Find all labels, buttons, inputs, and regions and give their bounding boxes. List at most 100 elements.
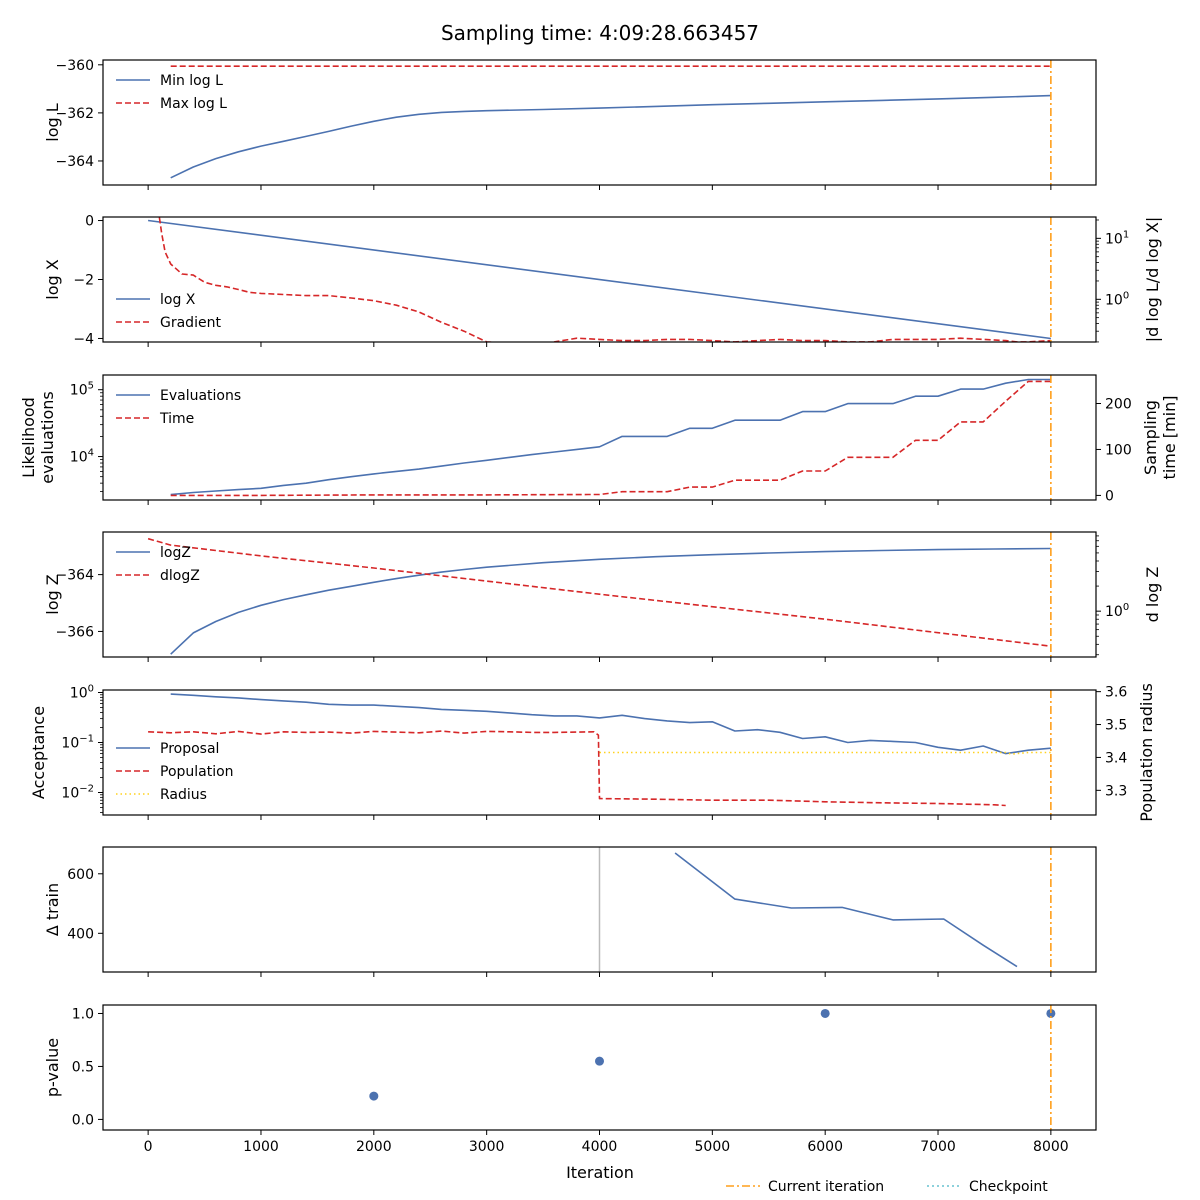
y-tick-label: 100 [70, 684, 94, 702]
y-tick-label: 105 [70, 381, 94, 399]
y-axis-label: Acceptance [29, 706, 48, 799]
plot-area [147, 532, 1052, 657]
y2-tick-label: 101 [1105, 229, 1129, 247]
x-tick-label: 5000 [695, 1139, 731, 1155]
panel-2: −4 −2 0 100 101 log X |d log L/d log X| log X Gr… [43, 214, 1162, 348]
legend: log X Gradient [116, 292, 221, 331]
x-tick-label: 2000 [356, 1139, 392, 1155]
x-tick-label: 1000 [243, 1139, 279, 1155]
legend: Proposal Population Radius [116, 741, 234, 803]
legend: logZ dlogZ [116, 545, 200, 584]
series-line [674, 852, 1018, 968]
y2-tick-label: 3.4 [1105, 750, 1127, 766]
y-axis-label: log L [43, 103, 62, 141]
y2-axis-label: Population radius [1137, 683, 1156, 822]
y-tick-label: 400 [67, 926, 94, 942]
legend-entry: logZ [160, 545, 191, 561]
legend-entry: Min log L [160, 73, 223, 89]
plot-area [148, 690, 1052, 815]
legend-entry: Max log L [160, 96, 227, 112]
plot-area [598, 847, 1052, 972]
figure-legend: Current iteration Checkpoint [726, 1179, 1048, 1195]
legend-entry: Proposal [160, 741, 219, 757]
y-axis-label: Likelihood [19, 397, 38, 478]
panel-4: −366 −364 100 log Z d log Z logZ dlogZ [43, 531, 1162, 662]
series-gradient [158, 217, 1051, 342]
series-proposal [170, 693, 1051, 755]
y-tick-label: 10−2 [61, 784, 94, 802]
x-tick-label: 3000 [469, 1139, 505, 1155]
scatter-point [1046, 1008, 1056, 1018]
legend-current-iteration: Current iteration [768, 1179, 884, 1195]
legend-entry: log X [160, 292, 196, 308]
y-tick-label: 1.0 [72, 1006, 94, 1022]
series-logz [170, 547, 1051, 655]
series-dlogz [147, 537, 1051, 647]
plot-area [147, 217, 1052, 342]
series-evaluations [170, 378, 1051, 496]
scatter-point [820, 1008, 830, 1018]
y-axis-label: log Z [43, 574, 62, 614]
axes-frame [102, 59, 1097, 186]
y-axis-label: p-value [43, 1038, 62, 1097]
legend-entry: dlogZ [160, 568, 200, 584]
legend: Min log L Max log L [116, 73, 227, 112]
y2-axis-label: |d log L/d log X| [1143, 217, 1162, 342]
axes-frame [102, 1004, 1097, 1131]
y-axis-label: log X [43, 259, 62, 299]
legend-entry: Population [160, 764, 234, 780]
x-tick-label: 4000 [582, 1139, 618, 1155]
y2-axis-label: Sampling [1141, 400, 1160, 475]
figure-title: Sampling time: 4:09:28.663457 [441, 21, 759, 45]
y-tick-label: −364 [56, 568, 95, 584]
panel-3: 104 105 0 100 200 Likelihood evaluations Sampli… [19, 374, 1179, 505]
scatter-point [369, 1091, 379, 1101]
x-tick-label: 7000 [920, 1139, 956, 1155]
panel-6: 400 600 Δ train [43, 846, 1097, 977]
y2-tick-label: 100 [1105, 442, 1132, 458]
y2-tick-label: 3.6 [1105, 685, 1127, 701]
x-axis-label: Iteration [566, 1163, 634, 1182]
legend-entry: Gradient [160, 315, 221, 331]
series-population [148, 730, 1006, 807]
y-tick-label: 0.5 [72, 1059, 94, 1075]
y2-tick-label: 200 [1105, 396, 1132, 412]
y-tick-label: −362 [56, 106, 94, 122]
y-tick-label: −4 [73, 331, 94, 347]
series-min-log-l [170, 94, 1051, 179]
y-tick-label: 600 [67, 867, 94, 883]
y-tick-label: −2 [73, 273, 94, 289]
y-tick-label: 104 [70, 448, 94, 466]
panel-5: 10−2 10−1 100 3.3 3.4 3.5 3.6 Acceptance Populat… [29, 683, 1156, 822]
y2-axis-label: time [min] [1160, 396, 1179, 480]
y2-axis-label: d log Z [1143, 567, 1162, 623]
legend-entry: Evaluations [160, 388, 241, 404]
y2-tick-label: 100 [1105, 290, 1129, 308]
series-radius [599, 751, 1051, 755]
y-axis-label: Δ train [43, 883, 62, 936]
x-tick-label: 6000 [807, 1139, 843, 1155]
panel-1: −364 −362 −360 log L Min log L Max log L [43, 58, 1097, 190]
y-tick-label: 10−1 [61, 734, 94, 752]
legend: Evaluations Time [116, 388, 241, 427]
panel-7: 0 1000 2000 3000 4000 5000 6000 7000 8000 0.0 0.5 1… [43, 1004, 1097, 1155]
plot-area [369, 1005, 1056, 1130]
y2-tick-label: 3.5 [1105, 718, 1127, 734]
x-tick-label: 8000 [1033, 1139, 1069, 1155]
series-log-x [147, 219, 1052, 340]
y-tick-label: 0 [85, 214, 94, 230]
y2-tick-label: 0 [1105, 488, 1114, 504]
series-time [170, 380, 1051, 497]
y2-tick-label: 100 [1105, 602, 1129, 620]
plot-area [170, 60, 1052, 185]
y-tick-label: 0.0 [72, 1112, 94, 1128]
y-tick-label: −364 [56, 154, 95, 170]
y-axis-label: evaluations [38, 391, 57, 484]
legend-checkpoint: Checkpoint [969, 1179, 1048, 1195]
y2-tick-label: 3.3 [1105, 783, 1127, 799]
plot-area [170, 375, 1052, 500]
legend-entry: Radius [160, 787, 207, 803]
x-tick-label: 0 [144, 1139, 153, 1155]
legend-entry: Time [159, 411, 194, 427]
